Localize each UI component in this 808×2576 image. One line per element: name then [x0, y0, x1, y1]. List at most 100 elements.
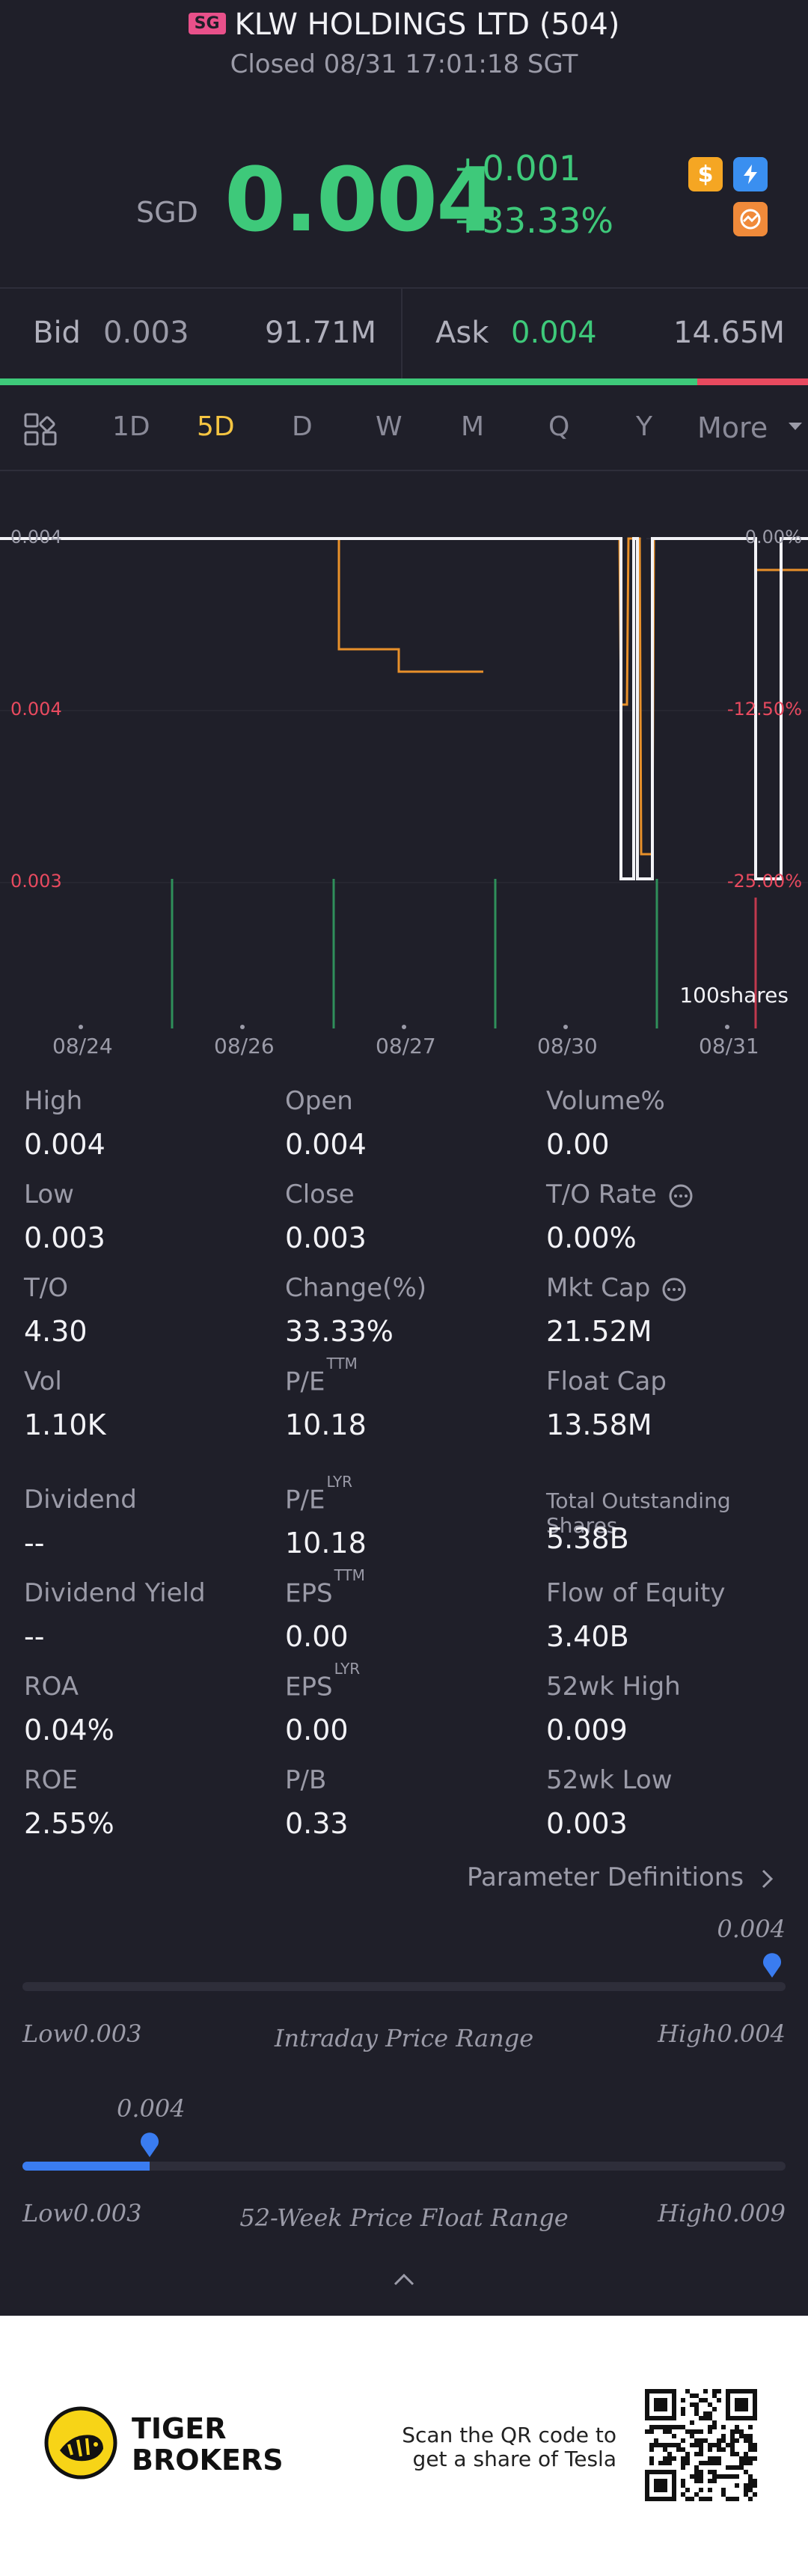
chevron-down-icon[interactable] [787, 420, 804, 435]
qr-module [663, 2447, 667, 2452]
qr-module [744, 2483, 748, 2488]
bid-ask-panel: Bid 0.003 91.71M Ask 0.004 14.65M [0, 289, 808, 378]
stat-label-sup: LYR [326, 1473, 353, 1491]
dollar-icon[interactable]: $ [688, 157, 723, 191]
chart-layout-icon[interactable] [22, 411, 58, 450]
qr-module [735, 2497, 739, 2501]
qr-module [712, 2420, 717, 2425]
parameter-definitions-label: Parameter Definitions [467, 1862, 744, 1892]
qr-module [726, 2497, 730, 2501]
flash-icon[interactable] [733, 157, 768, 191]
qr-module [744, 2461, 748, 2465]
qr-module [694, 2479, 699, 2483]
qr-module [649, 2461, 654, 2465]
qr-module [717, 2443, 721, 2447]
qr-module [681, 2479, 685, 2483]
y-tick-left: 0.004 [10, 527, 62, 548]
qr-module [699, 2398, 703, 2402]
price-change-percent: +33.33% [453, 200, 613, 241]
qr-module [744, 2438, 748, 2443]
tab-more[interactable]: More [697, 411, 768, 444]
qr-code[interactable] [645, 2389, 757, 2501]
stat-value: 0.009 [546, 1714, 628, 1747]
qr-module [721, 2434, 726, 2438]
info-icon[interactable] [668, 1183, 694, 1209]
qr-module [703, 2411, 708, 2416]
qr-module [721, 2488, 726, 2492]
stock-title: SG KLW HOLDINGS LTD (504) [0, 7, 808, 42]
qr-module [735, 2465, 739, 2470]
qr-module [685, 2488, 690, 2492]
qr-module [672, 2456, 676, 2461]
qr-module [735, 2425, 739, 2429]
intraday-low: Low0.003 [22, 2020, 142, 2048]
qr-module [690, 2393, 694, 2398]
tab-q[interactable]: Q [548, 411, 570, 442]
stat-label: EPSTTM [285, 1566, 365, 1608]
price-chart[interactable]: 0.004 0.004 0.003 0.00% -12.50% -25.00% … [0, 479, 808, 1062]
chart-icon[interactable] [733, 202, 768, 236]
qr-module [645, 2429, 649, 2434]
ask-size: 14.65M [673, 316, 786, 350]
qr-module [730, 2438, 735, 2443]
info-icon[interactable] [661, 1277, 687, 1302]
qr-module [744, 2470, 748, 2474]
x-tick: 08/30 [537, 1034, 598, 1058]
x-axis-dot [402, 1025, 406, 1029]
qr-module [712, 2389, 717, 2393]
stat-label: ROA [24, 1672, 79, 1702]
qr-module [712, 2461, 717, 2465]
qr-module [685, 2461, 690, 2465]
qr-module [694, 2474, 699, 2479]
stat-label: P/ELYR [285, 1473, 352, 1515]
qr-module [735, 2474, 739, 2479]
parameter-definitions-link[interactable]: Parameter Definitions [467, 1862, 776, 1892]
qr-module [690, 2420, 694, 2425]
stat-label: Total Outstanding Shares [546, 1488, 731, 1538]
tab-m[interactable]: M [461, 411, 485, 442]
qr-module [699, 2452, 703, 2456]
week52-high: High0.009 [658, 2199, 786, 2227]
qr-module [685, 2429, 690, 2434]
qr-module [730, 2447, 735, 2452]
stat-label-text: P/E [285, 1485, 325, 1515]
chevron-up-icon[interactable] [391, 2271, 417, 2289]
tab-1d[interactable]: 1D [112, 411, 150, 442]
tab-y[interactable]: Y [636, 411, 652, 442]
qr-module [667, 2443, 672, 2447]
qr-module [748, 2497, 753, 2501]
qr-module [730, 2452, 735, 2456]
qr-module [717, 2461, 721, 2465]
stat-label: P/B [285, 1765, 327, 1795]
qr-module [703, 2461, 708, 2465]
cta-line1: Scan the QR code to [402, 2423, 616, 2447]
qr-module [730, 2465, 735, 2470]
stat-value: 0.003 [546, 1807, 628, 1840]
qr-module [699, 2438, 703, 2443]
qr-module [726, 2474, 730, 2479]
tab-d[interactable]: D [292, 411, 313, 442]
qr-module [681, 2411, 685, 2416]
qr-module [730, 2429, 735, 2434]
qr-module [712, 2407, 717, 2411]
stat-value: -- [24, 1527, 45, 1560]
x-tick: 08/26 [214, 1034, 275, 1058]
bid-ratio-bar [0, 378, 697, 385]
qr-module [717, 2447, 721, 2452]
qr-module [685, 2497, 690, 2501]
bid-price: 0.003 [103, 316, 189, 350]
qr-module [753, 2492, 757, 2497]
qr-module [735, 2438, 739, 2443]
tab-5d[interactable]: 5D [197, 411, 235, 442]
stat-value: 0.00% [546, 1221, 637, 1254]
week52-range-track [22, 2162, 786, 2171]
tab-w[interactable]: W [376, 411, 403, 442]
qr-module [708, 2402, 712, 2407]
qr-module [735, 2429, 739, 2434]
qr-module [712, 2474, 717, 2479]
qr-module [717, 2474, 721, 2479]
bid-ask-separator [401, 289, 403, 378]
qr-module [703, 2497, 708, 2501]
qr-module [699, 2488, 703, 2492]
qr-module [744, 2492, 748, 2497]
